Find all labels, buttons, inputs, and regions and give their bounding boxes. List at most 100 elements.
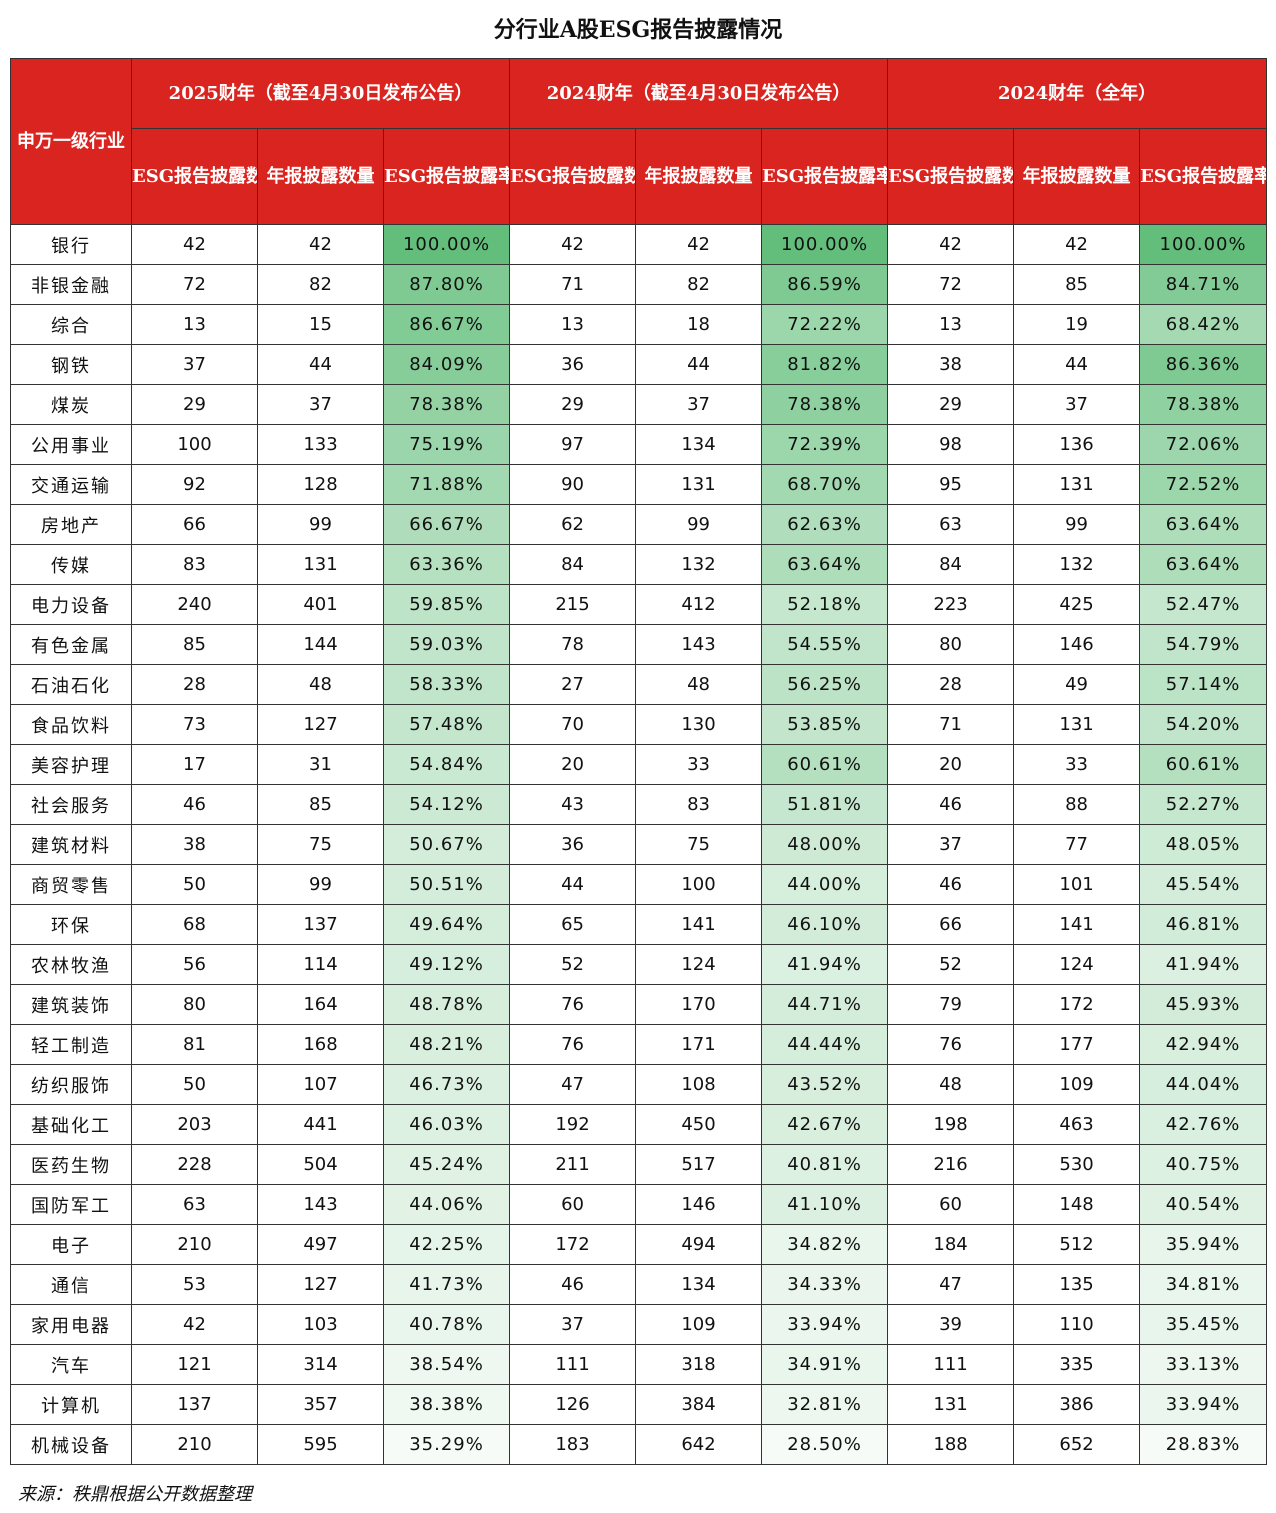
annual-count-cell: 132: [1013, 544, 1141, 585]
industry-cell: 有色金属: [10, 624, 132, 665]
esg-count-cell: 66: [887, 904, 1015, 945]
esg-rate-cell: 54.12%: [382, 784, 511, 825]
esg-count-cell: 95: [887, 464, 1015, 505]
annual-count-cell: 131: [635, 464, 763, 505]
esg-count-cell: 28: [887, 664, 1015, 705]
esg-rate-cell: 41.10%: [761, 1184, 889, 1225]
industry-cell: 公用事业: [10, 424, 132, 465]
industry-cell: 汽车: [10, 1344, 132, 1385]
esg-rate-cell: 59.85%: [382, 584, 511, 625]
esg-rate-cell: 49.12%: [382, 944, 511, 985]
esg-rate-cell: 48.00%: [761, 824, 889, 865]
annual-count-cell: 463: [1013, 1104, 1141, 1145]
esg-count-cell: 42: [131, 224, 258, 265]
industry-cell: 银行: [10, 224, 132, 265]
esg-count-cell: 37: [887, 824, 1015, 865]
industry-cell: 美容护理: [10, 744, 132, 785]
esg-count-cell: 63: [887, 504, 1015, 545]
esg-rate-cell: 42.25%: [382, 1224, 511, 1265]
esg-count-cell: 81: [131, 1024, 258, 1065]
annual-count-cell: 148: [1013, 1184, 1141, 1225]
esg-count-cell: 13: [509, 304, 637, 345]
esg-count-cell: 68: [131, 904, 258, 945]
esg-rate-cell: 72.52%: [1139, 464, 1268, 505]
esg-count-cell: 13: [131, 304, 258, 345]
annual-count-cell: 130: [635, 704, 763, 745]
esg-rate-cell: 78.38%: [1139, 384, 1268, 425]
header-esg-rate: ESG报告披露率: [382, 128, 511, 225]
source-note: 来源：秩鼎根据公开数据整理: [18, 1484, 252, 1505]
annual-count-cell: 146: [635, 1184, 763, 1225]
esg-rate-cell: 46.81%: [1139, 904, 1268, 945]
annual-count-cell: 517: [635, 1144, 763, 1185]
header-esg-count: ESG报告披露数量: [887, 128, 1015, 225]
annual-count-cell: 33: [1013, 744, 1141, 785]
esg-count-cell: 188: [887, 1424, 1015, 1465]
esg-count-cell: 97: [509, 424, 637, 465]
annual-count-cell: 110: [1013, 1304, 1141, 1345]
esg-count-cell: 48: [887, 1064, 1015, 1105]
esg-count-cell: 80: [887, 624, 1015, 665]
annual-count-cell: 100: [635, 864, 763, 905]
esg-count-cell: 76: [509, 1024, 637, 1065]
esg-count-cell: 84: [509, 544, 637, 585]
esg-rate-cell: 86.36%: [1139, 344, 1268, 385]
table-row: 非银金融 72 82 87.80% 71 82 86.59% 72 85 84.71%: [10, 264, 1268, 305]
esg-count-cell: 240: [131, 584, 258, 625]
esg-count-cell: 27: [509, 664, 637, 705]
table-row: 商贸零售 50 99 50.51% 44 100 44.00% 46 101 45.54%: [10, 864, 1268, 905]
esg-rate-cell: 28.83%: [1139, 1424, 1268, 1465]
esg-rate-cell: 35.45%: [1139, 1304, 1268, 1345]
esg-count-cell: 47: [887, 1264, 1015, 1305]
table-row: 环保 68 137 49.64% 65 141 46.10% 66 141 46.81%: [10, 904, 1268, 945]
annual-count-cell: 103: [257, 1304, 384, 1345]
annual-count-cell: 128: [257, 464, 384, 505]
table-row: 电子 210 497 42.25% 172 494 34.82% 184 512 35.94%: [10, 1224, 1268, 1265]
esg-rate-cell: 51.81%: [761, 784, 889, 825]
annual-count-cell: 504: [257, 1144, 384, 1185]
annual-count-cell: 101: [1013, 864, 1141, 905]
esg-count-cell: 60: [887, 1184, 1015, 1225]
table-row: 综合 13 15 86.67% 13 18 72.22% 13 19 68.42%: [10, 304, 1268, 345]
annual-count-cell: 441: [257, 1104, 384, 1145]
esg-rate-cell: 45.24%: [382, 1144, 511, 1185]
esg-rate-cell: 44.00%: [761, 864, 889, 905]
esg-rate-cell: 72.06%: [1139, 424, 1268, 465]
header-annual-count: 年报披露数量: [257, 128, 384, 225]
esg-count-cell: 52: [887, 944, 1015, 985]
esg-rate-cell: 100.00%: [1139, 224, 1268, 265]
annual-count-cell: 83: [635, 784, 763, 825]
esg-count-cell: 43: [509, 784, 637, 825]
esg-count-cell: 29: [887, 384, 1015, 425]
esg-rate-cell: 57.14%: [1139, 664, 1268, 705]
esg-count-cell: 72: [887, 264, 1015, 305]
esg-disclosure-table: 申万一级行业 2025财年（截至4月30日发布公告） 2024财年（截至4月30…: [10, 58, 1268, 1465]
esg-count-cell: 42: [131, 1304, 258, 1345]
esg-rate-cell: 63.64%: [1139, 544, 1268, 585]
esg-count-cell: 192: [509, 1104, 637, 1145]
esg-rate-cell: 34.33%: [761, 1264, 889, 1305]
esg-rate-cell: 78.38%: [382, 384, 511, 425]
esg-count-cell: 56: [131, 944, 258, 985]
industry-cell: 交通运输: [10, 464, 132, 505]
annual-count-cell: 18: [635, 304, 763, 345]
annual-count-cell: 37: [257, 384, 384, 425]
esg-count-cell: 66: [131, 504, 258, 545]
annual-count-cell: 164: [257, 984, 384, 1025]
esg-rate-cell: 71.88%: [382, 464, 511, 505]
annual-count-cell: 88: [1013, 784, 1141, 825]
annual-count-cell: 497: [257, 1224, 384, 1265]
esg-count-cell: 62: [509, 504, 637, 545]
industry-cell: 医药生物: [10, 1144, 132, 1185]
esg-count-cell: 71: [887, 704, 1015, 745]
annual-count-cell: 82: [257, 264, 384, 305]
esg-rate-cell: 52.18%: [761, 584, 889, 625]
esg-count-cell: 84: [887, 544, 1015, 585]
table-row: 家用电器 42 103 40.78% 37 109 33.94% 39 110 35.45%: [10, 1304, 1268, 1345]
esg-count-cell: 29: [509, 384, 637, 425]
annual-count-cell: 494: [635, 1224, 763, 1265]
esg-count-cell: 53: [131, 1264, 258, 1305]
annual-count-cell: 170: [635, 984, 763, 1025]
esg-count-cell: 85: [131, 624, 258, 665]
industry-cell: 煤炭: [10, 384, 132, 425]
